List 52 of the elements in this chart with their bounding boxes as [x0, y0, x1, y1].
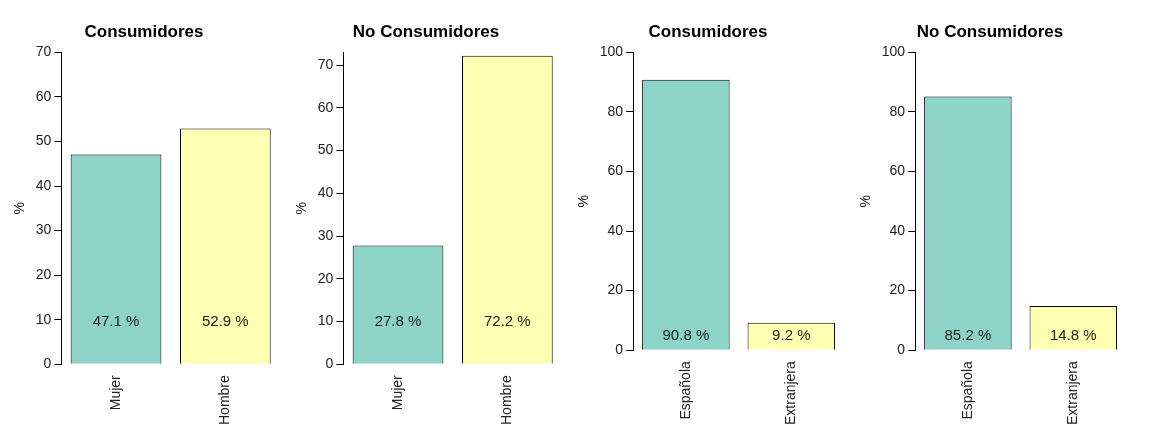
y-tick-label: 60: [607, 162, 624, 179]
y-tick-label: 40: [607, 221, 624, 238]
chart-title: Consumidores: [648, 21, 768, 41]
x-tick-label: Española: [958, 360, 975, 420]
y-tick-label: 100: [599, 43, 624, 60]
x-tick-label: Extranjera: [1064, 360, 1081, 426]
y-tick-label: 30: [317, 226, 334, 243]
x-tick-label: Mujer: [106, 374, 123, 411]
y-tick-label: 20: [889, 281, 906, 298]
y-tick-label: 20: [35, 265, 52, 282]
y-tick-label: 50: [35, 132, 52, 149]
y-tick-label: 80: [889, 102, 906, 119]
data-label: 14.8 %: [1049, 325, 1097, 343]
data-label: 85.2 %: [944, 325, 992, 343]
y-axis-title: %: [11, 202, 28, 215]
y-tick-label: 60: [35, 87, 52, 104]
y-tick-label: 20: [317, 269, 334, 286]
y-tick-label: 30: [35, 221, 52, 238]
x-tick-label: Hombre: [498, 375, 515, 425]
data-label: 47.1 %: [92, 311, 140, 329]
y-axis-title: %: [575, 195, 592, 208]
y-tick-label: 20: [607, 281, 624, 298]
y-tick-label: 0: [897, 341, 906, 358]
y-tick-label: 10: [317, 312, 334, 329]
y-tick-label: 100: [881, 43, 906, 60]
data-label: 90.8 %: [662, 325, 710, 343]
y-tick-label: 70: [35, 43, 52, 60]
chart-title: Consumidores: [84, 21, 204, 41]
y-axis-title: %: [857, 195, 874, 208]
data-label: 52.9 %: [201, 311, 249, 329]
y-axis-title: %: [293, 202, 310, 215]
x-tick-label: Extranjera: [782, 360, 799, 426]
y-tick-label: 0: [325, 355, 334, 372]
y-tick-label: 40: [35, 176, 52, 193]
y-tick-label: 50: [317, 141, 334, 158]
x-tick-label: Hombre: [216, 375, 233, 425]
data-label: 9.2 %: [772, 325, 811, 343]
chart-title: No Consumidores: [916, 21, 1064, 41]
y-tick-label: 60: [317, 98, 334, 115]
y-tick-label: 80: [607, 102, 624, 119]
y-tick-label: 0: [615, 341, 624, 358]
y-tick-label: 40: [317, 184, 334, 201]
x-tick-label: Española: [676, 360, 693, 420]
data-label: 72.2 %: [483, 311, 531, 329]
data-label: 27.8 %: [374, 311, 422, 329]
y-tick-label: 40: [889, 221, 906, 238]
x-tick-label: Mujer: [388, 374, 405, 411]
y-tick-label: 60: [889, 162, 906, 179]
y-tick-label: 0: [43, 355, 52, 372]
y-tick-label: 10: [35, 310, 52, 327]
chart-title: No Consumidores: [352, 21, 500, 41]
y-tick-label: 70: [317, 56, 334, 73]
